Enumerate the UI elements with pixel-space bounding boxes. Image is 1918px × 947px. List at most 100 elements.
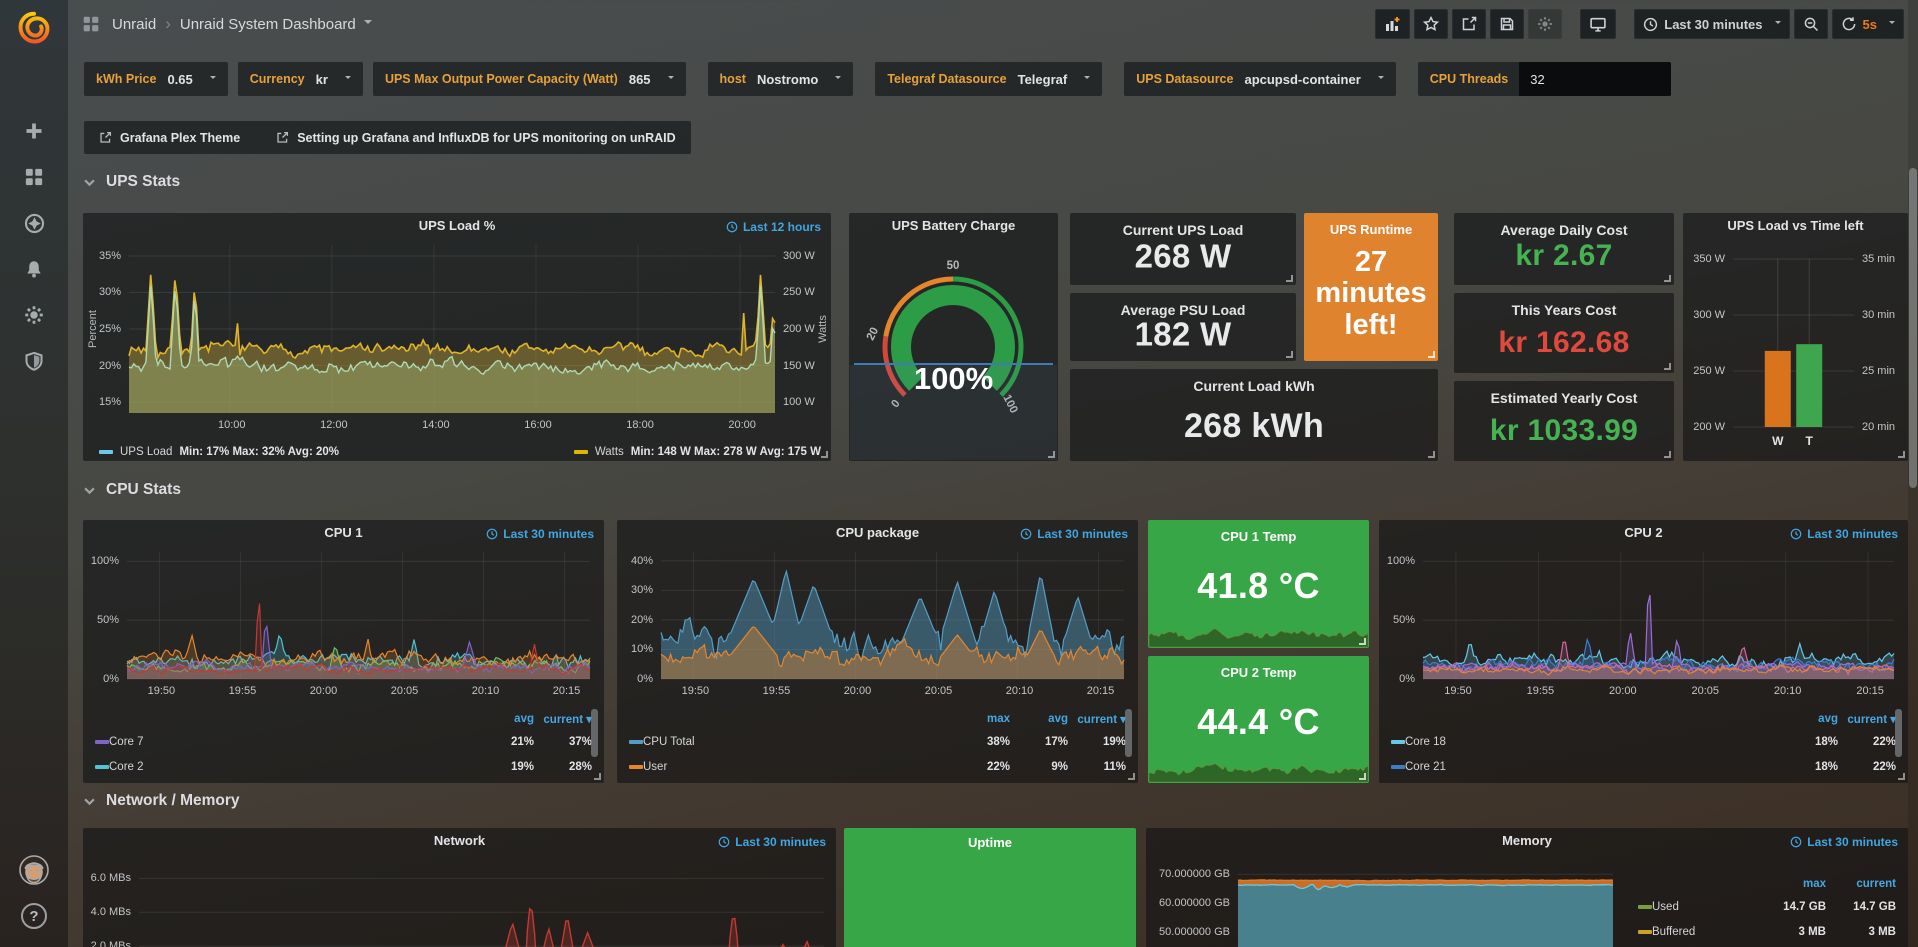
legend-column-header[interactable]: avg: [1818, 713, 1838, 725]
star-dashboard-button[interactable]: [1414, 9, 1449, 39]
sidebar-item-server-admin[interactable]: [0, 338, 68, 384]
panel-time-override[interactable]: Last 30 minutes: [1790, 527, 1898, 541]
network-chart[interactable]: 6.0 MBs 4.0 MBs 2.0 MBs: [83, 854, 836, 947]
legend-column-header[interactable]: current ▾: [1847, 714, 1896, 726]
legend-scrollbar[interactable]: [1125, 709, 1132, 757]
panel-title[interactable]: CPU package: [835, 525, 920, 540]
cpu2-chart[interactable]: 100% 50% 0% 19:50 19:55 20:00 20:05 20:10 20:15: [1379, 546, 1908, 699]
panel-title[interactable]: Network: [433, 833, 486, 848]
breadcrumb-folder[interactable]: Unraid: [112, 15, 157, 33]
panel-time-override[interactable]: Last 30 minutes: [1020, 527, 1128, 541]
variable-host[interactable]: host Nostromo: [707, 62, 854, 96]
battery-charge-gauge: 0 20 50 100 100%: [849, 243, 1058, 461]
sidebar-item-configuration[interactable]: [0, 292, 68, 338]
legend-row[interactable]: User 22% 9% 11%: [629, 754, 1126, 779]
section-network-memory[interactable]: Network / Memory: [84, 792, 240, 810]
sidebar-item-dashboards[interactable]: [0, 154, 68, 200]
share-dashboard-button[interactable]: [1452, 9, 1487, 39]
legend-row[interactable]: Core 21 18% 22%: [1391, 754, 1896, 779]
stat-title[interactable]: Uptime: [967, 835, 1013, 850]
stat-title[interactable]: Average Daily Cost: [1500, 222, 1628, 238]
y-axis-tick: 100%: [1386, 555, 1415, 568]
legend-row[interactable]: Used 14.7 GB 14.7 GB: [1638, 894, 1896, 919]
stat-title[interactable]: Current Load kWh: [1193, 378, 1315, 394]
add-panel-button[interactable]: [1375, 9, 1411, 39]
panel-time-override[interactable]: Last 30 minutes: [486, 527, 594, 541]
panel-title[interactable]: UPS Load %: [418, 218, 496, 233]
time-override-label: Last 30 minutes: [1037, 527, 1128, 541]
legend-item[interactable]: Watts Min: 148 W Max: 278 W Avg: 175 W: [573, 446, 821, 458]
variable-ups-max-power[interactable]: UPS Max Output Power Capacity (Watt) 865: [372, 62, 686, 96]
stat-value: kr 1033.99: [1489, 414, 1639, 448]
grafana-logo[interactable]: [0, 0, 68, 56]
legend-row[interactable]: Buffered 3 MB 3 MB: [1638, 919, 1896, 944]
sidebar-item-help[interactable]: ?: [0, 893, 68, 939]
legend-value: 22%: [1872, 760, 1896, 773]
legend-column-header[interactable]: avg: [514, 713, 534, 725]
stat-title[interactable]: CPU 2 Temp: [1220, 665, 1297, 680]
panel-time-override[interactable]: Last 30 minutes: [1790, 835, 1898, 849]
clock-icon: [1020, 528, 1032, 540]
sidebar-item-create[interactable]: [0, 108, 68, 154]
legend-column-header[interactable]: avg: [1048, 713, 1068, 725]
panel-title[interactable]: CPU 1: [324, 525, 363, 540]
x-axis-tick: 18:00: [626, 419, 654, 431]
panel-title[interactable]: UPS Battery Charge: [891, 218, 1016, 233]
legend-column-header[interactable]: current: [1856, 878, 1896, 890]
section-cpu-stats[interactable]: CPU Stats: [84, 481, 181, 499]
legend-column-header[interactable]: current ▾: [543, 714, 592, 726]
legend-row[interactable]: Core 2 19% 28%: [95, 754, 592, 779]
variable-telegraf-datasource[interactable]: Telegraf Datasource Telegraf: [875, 62, 1103, 96]
dashboard-settings-button[interactable]: [1528, 9, 1563, 39]
breadcrumb-caret-icon[interactable]: [363, 20, 372, 28]
cpu2-legend: avg current ▾ Core 18 18% 22% Core 21 18% 22%: [1391, 709, 1902, 779]
cpu1-legend: avg current ▾ Core 7 21% 37% Core 2 19% 28%: [95, 709, 598, 779]
variable-ups-datasource[interactable]: UPS Datasource apcupsd-container: [1124, 62, 1396, 96]
stat-title[interactable]: UPS Runtime: [1329, 222, 1413, 237]
legend-row[interactable]: Core 18 18% 22%: [1391, 729, 1896, 754]
legend-row[interactable]: Core 7 21% 37%: [95, 729, 592, 754]
panel-title[interactable]: Memory: [1502, 833, 1552, 848]
link-grafana-plex-theme[interactable]: Grafana Plex Theme: [99, 131, 240, 145]
user-avatar[interactable]: [0, 847, 68, 893]
link-ups-monitoring-guide[interactable]: Setting up Grafana and InfluxDB for UPS …: [276, 131, 676, 145]
cpu-package-chart[interactable]: 40% 30% 20% 10% 0% 19:50 19:55 20:00 20:05 20:10 2…: [617, 546, 1138, 699]
panel-time-override[interactable]: Last 12 hours: [726, 220, 821, 234]
stat-title[interactable]: Estimated Yearly Cost: [1490, 390, 1638, 406]
legend-scrollbar[interactable]: [591, 709, 598, 757]
ups-load-vs-time-chart[interactable]: 350 W 35 min 300 W 30 min 250 W 25 min 200 W 20…: [1683, 239, 1908, 461]
ups-load-chart[interactable]: 35% 300 W 30% 250 W 25% 200 W 20% 150 W 15% 100 W…: [83, 239, 831, 435]
sidebar-item-alerting[interactable]: [0, 246, 68, 292]
breadcrumb-dashboard-title[interactable]: Unraid System Dashboard: [179, 15, 356, 33]
cpu-threads-input[interactable]: [1519, 62, 1672, 96]
cpu1-chart[interactable]: 100% 50% 0% 19:50 19:55 20:00 20:05 20:10 20:15: [83, 546, 604, 699]
save-dashboard-button[interactable]: [1490, 9, 1525, 39]
stat-title[interactable]: This Years Cost: [1511, 302, 1617, 318]
scrollbar-track[interactable]: [1908, 0, 1918, 947]
stat-title[interactable]: Current UPS Load: [1122, 222, 1244, 238]
y-axis-tick: 40%: [630, 554, 653, 567]
sidebar-item-explore[interactable]: [0, 200, 68, 246]
stat-title[interactable]: CPU 1 Temp: [1220, 529, 1297, 544]
panel-title[interactable]: CPU 2: [1624, 525, 1663, 540]
time-range-picker[interactable]: Last 30 minutes: [1634, 9, 1790, 39]
memory-chart[interactable]: 70.000000 GB 60.000000 GB 50.000000 GB: [1146, 854, 1908, 947]
clock-icon: [1790, 836, 1802, 848]
dashboard-icon: [83, 16, 99, 32]
variable-currency[interactable]: Currency kr: [237, 62, 363, 96]
legend-column-header[interactable]: max: [986, 713, 1010, 725]
legend-column-header[interactable]: current ▾: [1077, 714, 1126, 726]
scrollbar-thumb[interactable]: [1909, 168, 1917, 488]
variable-kwh-price[interactable]: kWh Price 0.65: [84, 62, 228, 96]
legend-scrollbar[interactable]: [1895, 709, 1902, 757]
panel-time-override[interactable]: Last 30 minutes: [718, 835, 826, 849]
legend-item[interactable]: UPS Load Min: 17% Max: 32% Avg: 20%: [99, 446, 339, 458]
stat-title[interactable]: Average PSU Load: [1120, 302, 1246, 318]
legend-column-header[interactable]: max: [1802, 878, 1826, 890]
section-ups-stats[interactable]: UPS Stats: [84, 173, 180, 191]
panel-title[interactable]: UPS Load vs Time left: [1727, 218, 1864, 233]
refresh-button[interactable]: 5s: [1831, 9, 1904, 39]
legend-row[interactable]: CPU Total 38% 17% 19%: [629, 729, 1126, 754]
tv-mode-button[interactable]: [1580, 9, 1617, 39]
zoom-out-button[interactable]: [1793, 9, 1828, 39]
